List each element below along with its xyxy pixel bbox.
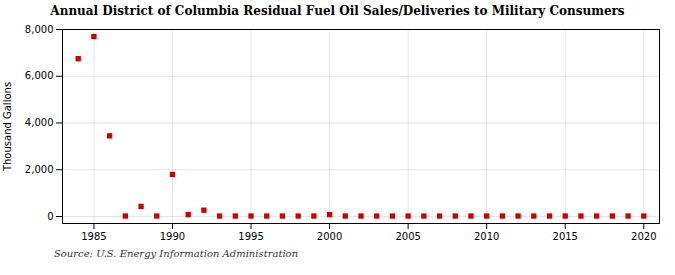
svg-text:2015: 2015	[553, 231, 578, 242]
svg-text:1985: 1985	[81, 231, 106, 242]
svg-text:2000: 2000	[317, 231, 342, 242]
svg-text:1995: 1995	[238, 231, 263, 242]
svg-text:2,000: 2,000	[25, 164, 54, 175]
svg-text:4,000: 4,000	[25, 117, 54, 128]
html-text:Source: U.S. Energy Informatio: Source: U.S. Energy Information Administ…	[54, 248, 299, 259]
svg-text:0: 0	[47, 211, 53, 222]
svg-text:8,000: 8,000	[25, 24, 54, 35]
svg-text:Thousand Gallons: Thousand Gallons	[2, 82, 13, 172]
svg-text:6,000: 6,000	[25, 70, 54, 81]
svg-text:2010: 2010	[474, 231, 499, 242]
html-text:Annual District of Columbia Re: Annual District of Columbia Residual Fue…	[50, 4, 625, 18]
svg-text:2020: 2020	[631, 231, 656, 242]
svg-text:1990: 1990	[160, 231, 185, 242]
svg-text:2005: 2005	[395, 231, 420, 242]
